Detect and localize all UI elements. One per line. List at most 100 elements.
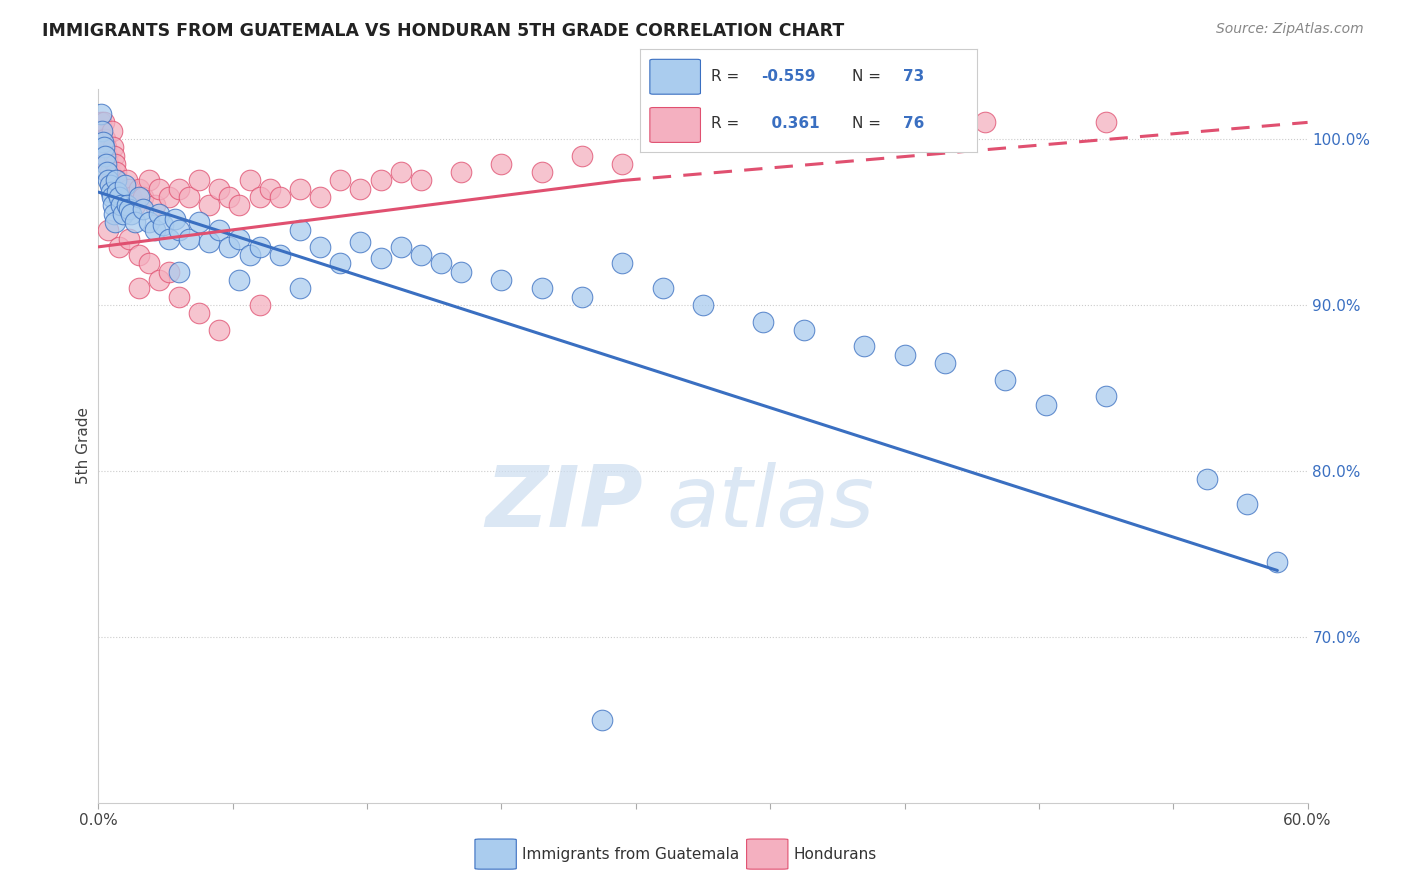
Point bbox=[288, 223, 311, 237]
FancyBboxPatch shape bbox=[475, 839, 516, 869]
Point bbox=[752, 314, 775, 328]
Point bbox=[128, 190, 150, 204]
Point bbox=[167, 265, 190, 279]
Point bbox=[94, 132, 117, 146]
Point bbox=[1195, 472, 1218, 486]
Point bbox=[370, 173, 392, 187]
Point bbox=[288, 281, 311, 295]
Point bbox=[491, 273, 513, 287]
Point bbox=[994, 373, 1017, 387]
Point bbox=[118, 231, 141, 245]
Point bbox=[96, 165, 118, 179]
Point bbox=[115, 173, 138, 187]
Point bbox=[612, 157, 634, 171]
Point bbox=[450, 265, 472, 279]
Point bbox=[329, 173, 352, 187]
Point bbox=[389, 165, 412, 179]
Point bbox=[409, 248, 432, 262]
Point bbox=[98, 178, 121, 193]
Point bbox=[107, 190, 129, 204]
Point bbox=[208, 323, 231, 337]
Point bbox=[98, 165, 121, 179]
Point bbox=[1095, 115, 1118, 129]
Point bbox=[571, 290, 593, 304]
FancyBboxPatch shape bbox=[650, 108, 700, 143]
Point bbox=[100, 173, 122, 187]
Point bbox=[188, 306, 211, 320]
Point bbox=[103, 148, 125, 162]
Point bbox=[269, 248, 291, 262]
Point bbox=[138, 215, 160, 229]
Y-axis label: 5th Grade: 5th Grade bbox=[76, 408, 91, 484]
Text: N =: N = bbox=[852, 117, 886, 131]
Point bbox=[111, 190, 134, 204]
Text: atlas: atlas bbox=[666, 461, 875, 545]
Point bbox=[893, 348, 915, 362]
Point bbox=[100, 190, 122, 204]
Point bbox=[228, 273, 250, 287]
Point bbox=[1267, 555, 1289, 569]
Point bbox=[90, 107, 112, 121]
Point bbox=[198, 198, 221, 212]
Point bbox=[491, 157, 513, 171]
Point bbox=[138, 256, 160, 270]
Point bbox=[309, 240, 332, 254]
Point bbox=[104, 173, 127, 187]
Text: N =: N = bbox=[852, 70, 886, 84]
Point bbox=[974, 115, 997, 129]
FancyBboxPatch shape bbox=[747, 839, 787, 869]
Point bbox=[132, 190, 155, 204]
Point bbox=[530, 165, 553, 179]
Point bbox=[110, 182, 132, 196]
Point bbox=[179, 190, 201, 204]
Text: ZIP: ZIP bbox=[485, 461, 643, 545]
Point bbox=[1236, 497, 1258, 511]
Point bbox=[96, 140, 118, 154]
Point bbox=[188, 173, 211, 187]
Point bbox=[329, 256, 352, 270]
Point bbox=[93, 140, 115, 154]
Point bbox=[389, 240, 412, 254]
Point bbox=[288, 182, 311, 196]
Point bbox=[114, 198, 136, 212]
Point bbox=[105, 185, 128, 199]
Point bbox=[96, 148, 118, 162]
Point bbox=[91, 132, 114, 146]
Point bbox=[148, 273, 170, 287]
Point bbox=[409, 173, 432, 187]
Point bbox=[100, 124, 122, 138]
Point bbox=[148, 207, 170, 221]
Point bbox=[228, 231, 250, 245]
Point bbox=[259, 182, 281, 196]
Point bbox=[93, 115, 115, 129]
Point bbox=[103, 157, 125, 171]
Point bbox=[143, 198, 166, 212]
Point bbox=[97, 157, 120, 171]
Point bbox=[115, 198, 138, 212]
Point bbox=[103, 215, 125, 229]
Text: Hondurans: Hondurans bbox=[794, 847, 877, 862]
Point bbox=[309, 190, 332, 204]
Point bbox=[163, 211, 186, 226]
Text: 76: 76 bbox=[903, 117, 924, 131]
Point bbox=[107, 240, 129, 254]
Point bbox=[103, 207, 125, 221]
Point bbox=[349, 182, 371, 196]
Point bbox=[143, 223, 166, 237]
Point bbox=[101, 198, 124, 212]
Point bbox=[208, 182, 231, 196]
Point bbox=[104, 165, 127, 179]
Point bbox=[114, 178, 136, 193]
Text: -0.559: -0.559 bbox=[761, 70, 815, 84]
Point bbox=[370, 252, 392, 266]
Point bbox=[934, 356, 956, 370]
Point bbox=[94, 148, 117, 162]
Point bbox=[450, 165, 472, 179]
Point bbox=[124, 215, 146, 229]
Point bbox=[167, 223, 190, 237]
Point bbox=[110, 198, 132, 212]
Point bbox=[349, 235, 371, 249]
Point bbox=[128, 248, 150, 262]
Point bbox=[269, 190, 291, 204]
Point bbox=[124, 198, 146, 212]
